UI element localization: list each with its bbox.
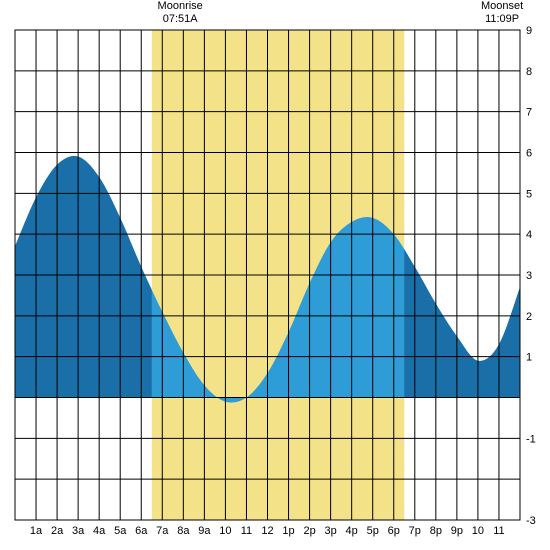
svg-text:3: 3 bbox=[526, 270, 532, 282]
chart-svg: 1a2a3a4a5a6a7a8a9a1011121p2p3p4p5p6p7p8p… bbox=[0, 0, 550, 550]
tide-chart: Moonrise 07:51A Moonset 11:09P 1a 2a 3a 4a 5… bbox=[0, 0, 550, 550]
svg-text:4p: 4p bbox=[346, 525, 358, 537]
svg-text:1a: 1a bbox=[30, 525, 43, 537]
svg-text:7: 7 bbox=[526, 107, 532, 119]
svg-text:1: 1 bbox=[526, 352, 532, 364]
svg-text:10: 10 bbox=[219, 525, 231, 537]
svg-text:11: 11 bbox=[493, 525, 504, 537]
svg-text:3p: 3p bbox=[325, 525, 337, 537]
svg-text:-1: -1 bbox=[526, 433, 536, 445]
svg-text:5a: 5a bbox=[114, 525, 127, 537]
svg-text:1p: 1p bbox=[282, 525, 294, 537]
moonset-block: Moonset 11:09P bbox=[472, 0, 532, 26]
svg-text:10: 10 bbox=[472, 525, 484, 537]
svg-text:9: 9 bbox=[526, 25, 532, 37]
svg-text:7a: 7a bbox=[156, 525, 169, 537]
moonset-time: 11:09P bbox=[472, 13, 532, 26]
moonset-label: Moonset bbox=[472, 0, 532, 13]
svg-text:9p: 9p bbox=[451, 525, 463, 537]
svg-text:12: 12 bbox=[261, 525, 273, 537]
svg-text:6a: 6a bbox=[135, 525, 148, 537]
svg-text:3a: 3a bbox=[72, 525, 85, 537]
svg-text:5: 5 bbox=[526, 188, 532, 200]
svg-text:6p: 6p bbox=[388, 525, 400, 537]
svg-text:7p: 7p bbox=[409, 525, 421, 537]
svg-text:2a: 2a bbox=[51, 525, 64, 537]
moonrise-label: Moonrise bbox=[150, 0, 210, 13]
svg-text:8p: 8p bbox=[430, 525, 442, 537]
moonrise-block: Moonrise 07:51A bbox=[150, 0, 210, 26]
svg-text:6: 6 bbox=[526, 148, 532, 160]
svg-text:5p: 5p bbox=[367, 525, 379, 537]
svg-text:-3: -3 bbox=[526, 515, 536, 527]
moonrise-time: 07:51A bbox=[150, 13, 210, 26]
svg-text:8: 8 bbox=[526, 66, 532, 78]
svg-text:11: 11 bbox=[241, 525, 252, 537]
svg-text:4: 4 bbox=[526, 229, 532, 241]
svg-text:9a: 9a bbox=[198, 525, 211, 537]
svg-text:4a: 4a bbox=[93, 525, 106, 537]
svg-text:2p: 2p bbox=[303, 525, 315, 537]
svg-text:2: 2 bbox=[526, 311, 532, 323]
svg-text:8a: 8a bbox=[177, 525, 190, 537]
